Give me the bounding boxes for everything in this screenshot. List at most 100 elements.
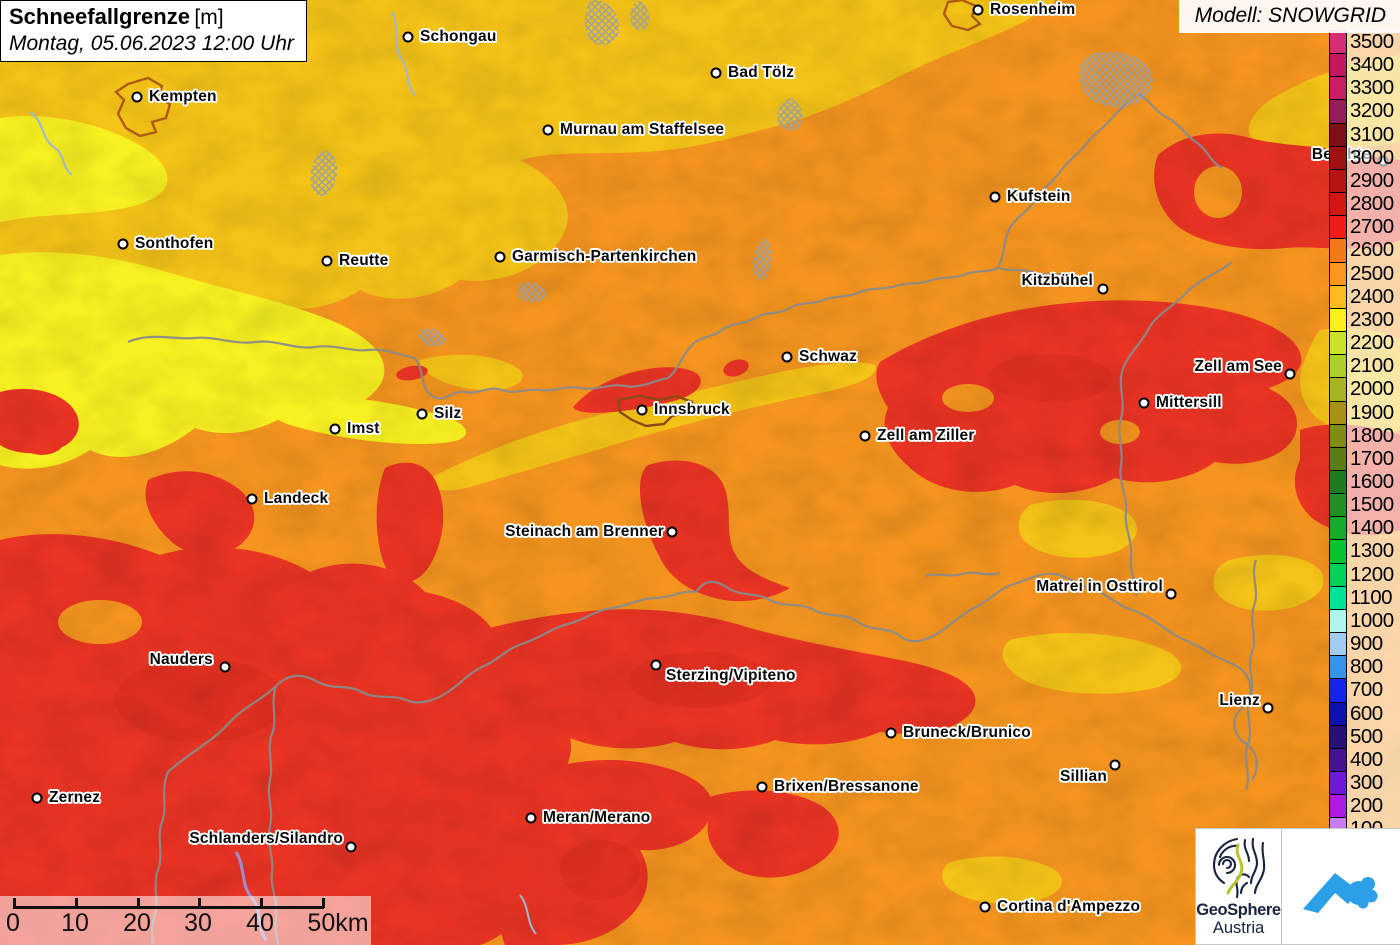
city-label: Sterzing/Vipiteno: [666, 667, 796, 684]
colorbar-tick-label: 3100: [1350, 122, 1394, 146]
colorbar-swatch: [1330, 378, 1346, 402]
city-label: Garmisch-Partenkirchen: [512, 248, 697, 265]
colorbar-tick-label: 1500: [1350, 493, 1394, 517]
scalebar-tick: [198, 898, 201, 908]
city-label: Lienz: [1219, 692, 1260, 709]
city-dot: [329, 423, 341, 435]
colorbar-swatch: [1330, 424, 1346, 448]
city-label: Zell am Ziller: [877, 427, 975, 444]
city-label: Bad Tölz: [728, 64, 795, 81]
city-label: Sillian: [1059, 768, 1107, 785]
colorbar-swatch: [1330, 447, 1346, 471]
colorbar-tick-label: 1400: [1350, 516, 1394, 540]
city-dot: [1138, 397, 1150, 409]
colorbar-tick-label: 500: [1350, 724, 1383, 748]
city-label: Zernez: [49, 789, 101, 806]
colorbar-tick-label: 2700: [1350, 215, 1394, 239]
city-dot: [1109, 759, 1121, 771]
map-scalebar: 0 10 20 30 40 50km: [0, 896, 371, 945]
scalebar-tick: [13, 898, 16, 908]
colorbar-tick-label: 200: [1350, 794, 1383, 818]
scalebar-number: 40: [246, 909, 274, 937]
colorbar-swatch: [1330, 308, 1346, 333]
city-label: Mittersill: [1156, 394, 1222, 411]
scalebar-number: 20: [123, 909, 151, 937]
colorbar-tick-label: 1200: [1350, 562, 1394, 586]
lakes: [310, 0, 1153, 347]
colorbar-swatch: [1330, 355, 1346, 379]
city-label: Innsbruck: [654, 401, 730, 418]
colorbar-swatch: [1330, 517, 1346, 541]
city-label: Matrei in Osttirol: [1036, 578, 1163, 595]
city-label: Bruneck/Brunico: [903, 724, 1031, 741]
city-dot: [321, 255, 333, 267]
city-label: Brixen/Bressanone: [774, 778, 919, 795]
colorbar-swatch: [1330, 609, 1346, 634]
colorbar-swatch: [1330, 748, 1346, 772]
city-dot: [542, 124, 554, 136]
scalebar-tick: [137, 898, 140, 908]
city-dot: [666, 526, 678, 538]
city-label: Imst: [347, 420, 380, 437]
colorbar-swatch: [1330, 702, 1346, 726]
city-label: Steinach am Brenner: [505, 523, 664, 540]
colorbar-swatch: [1330, 656, 1346, 680]
colorbar-swatch: [1330, 262, 1346, 286]
city-label: Schongau: [420, 28, 497, 45]
colorbar-tick-label: 2400: [1350, 284, 1394, 308]
city-dot: [636, 404, 648, 416]
colorbar-tick-label: 2000: [1350, 377, 1394, 401]
city-label: Schlanders/Silandro: [189, 830, 343, 847]
colorbar-tick-label: 2100: [1350, 354, 1394, 378]
geosphere-logo-name: GeoSphere: [1196, 900, 1281, 919]
colorbar-swatch: [1330, 100, 1346, 124]
city-dot: [494, 251, 506, 263]
city-label: Kufstein: [1007, 188, 1071, 205]
map-title-box: Schneefallgrenze [m] Montag, 05.06.2023 …: [0, 0, 307, 63]
city-dot: [989, 191, 1001, 203]
colorbar-swatch: [1330, 540, 1346, 564]
colorbar-swatch-column: [1329, 30, 1347, 842]
colorbar-tick-label: 1800: [1350, 423, 1394, 447]
colorbar-swatch: [1330, 146, 1346, 170]
scalebar-number: 10: [61, 909, 89, 937]
map-datetime: Montag, 05.06.2023 12:00 Uhr: [9, 31, 294, 55]
city-label: Sonthofen: [135, 235, 214, 252]
map-title: Schneefallgrenze: [9, 4, 190, 29]
colorbar-label-column: 3500 3400 3300 3200 3100 3000 2900 2800 2700 2600…: [1347, 30, 1400, 842]
colorbar-tick-label: 800: [1350, 655, 1383, 679]
city-dot: [416, 408, 428, 420]
geosphere-logo-icon: [1212, 837, 1265, 898]
colorbar-swatch: [1330, 123, 1346, 147]
colorbar-swatch: [1330, 633, 1346, 657]
city-dot: [756, 781, 768, 793]
scalebar-line: [13, 906, 324, 909]
city-label: Kitzbühel: [1021, 272, 1093, 289]
colorbar-tick-label: 3000: [1350, 145, 1394, 169]
colorbar-tick-label: 3500: [1350, 30, 1394, 53]
city-label: Landeck: [264, 490, 329, 507]
colorbar-swatch: [1330, 401, 1346, 425]
colorbar-swatch: [1330, 77, 1346, 101]
colorbar-swatch: [1330, 216, 1346, 240]
colorbar-swatch: [1330, 563, 1346, 587]
colorbar-swatch: [1330, 725, 1346, 749]
city-dot: [246, 493, 258, 505]
city-dot: [117, 238, 129, 250]
city-dot: [781, 351, 793, 363]
city-label: Silz: [434, 405, 462, 422]
city-dot: [345, 841, 357, 853]
colorbar-tick-label: 2300: [1350, 307, 1394, 331]
colorbar-tick-label: 1600: [1350, 469, 1394, 493]
colorbar-swatch: [1330, 795, 1346, 819]
geosphere-logo-country: Austria: [1212, 919, 1265, 938]
colorbar-tick-label: 1000: [1350, 608, 1394, 632]
elevation-colorbar: 3500 3400 3300 3200 3100 3000 2900 2800 2700 2600…: [1329, 30, 1400, 842]
country-borders: [127, 93, 1258, 945]
colorbar-tick-label: 900: [1350, 632, 1383, 656]
city-label: Cortina d'Ampezzo: [997, 898, 1141, 915]
colorbar-tick-label: 2200: [1350, 331, 1394, 355]
colorbar-swatch: [1330, 679, 1346, 703]
